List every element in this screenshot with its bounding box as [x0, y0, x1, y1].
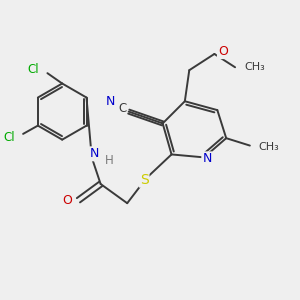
Text: N: N [90, 147, 99, 160]
Text: CH₃: CH₃ [244, 62, 265, 72]
Text: O: O [218, 45, 228, 58]
Text: N: N [202, 152, 212, 165]
Text: N: N [106, 95, 115, 108]
Text: Cl: Cl [3, 131, 15, 144]
Text: C: C [118, 102, 126, 115]
Text: O: O [63, 194, 73, 207]
Text: S: S [140, 172, 148, 187]
Text: Cl: Cl [27, 63, 38, 76]
Text: CH₃: CH₃ [259, 142, 280, 152]
Text: H: H [104, 154, 113, 167]
